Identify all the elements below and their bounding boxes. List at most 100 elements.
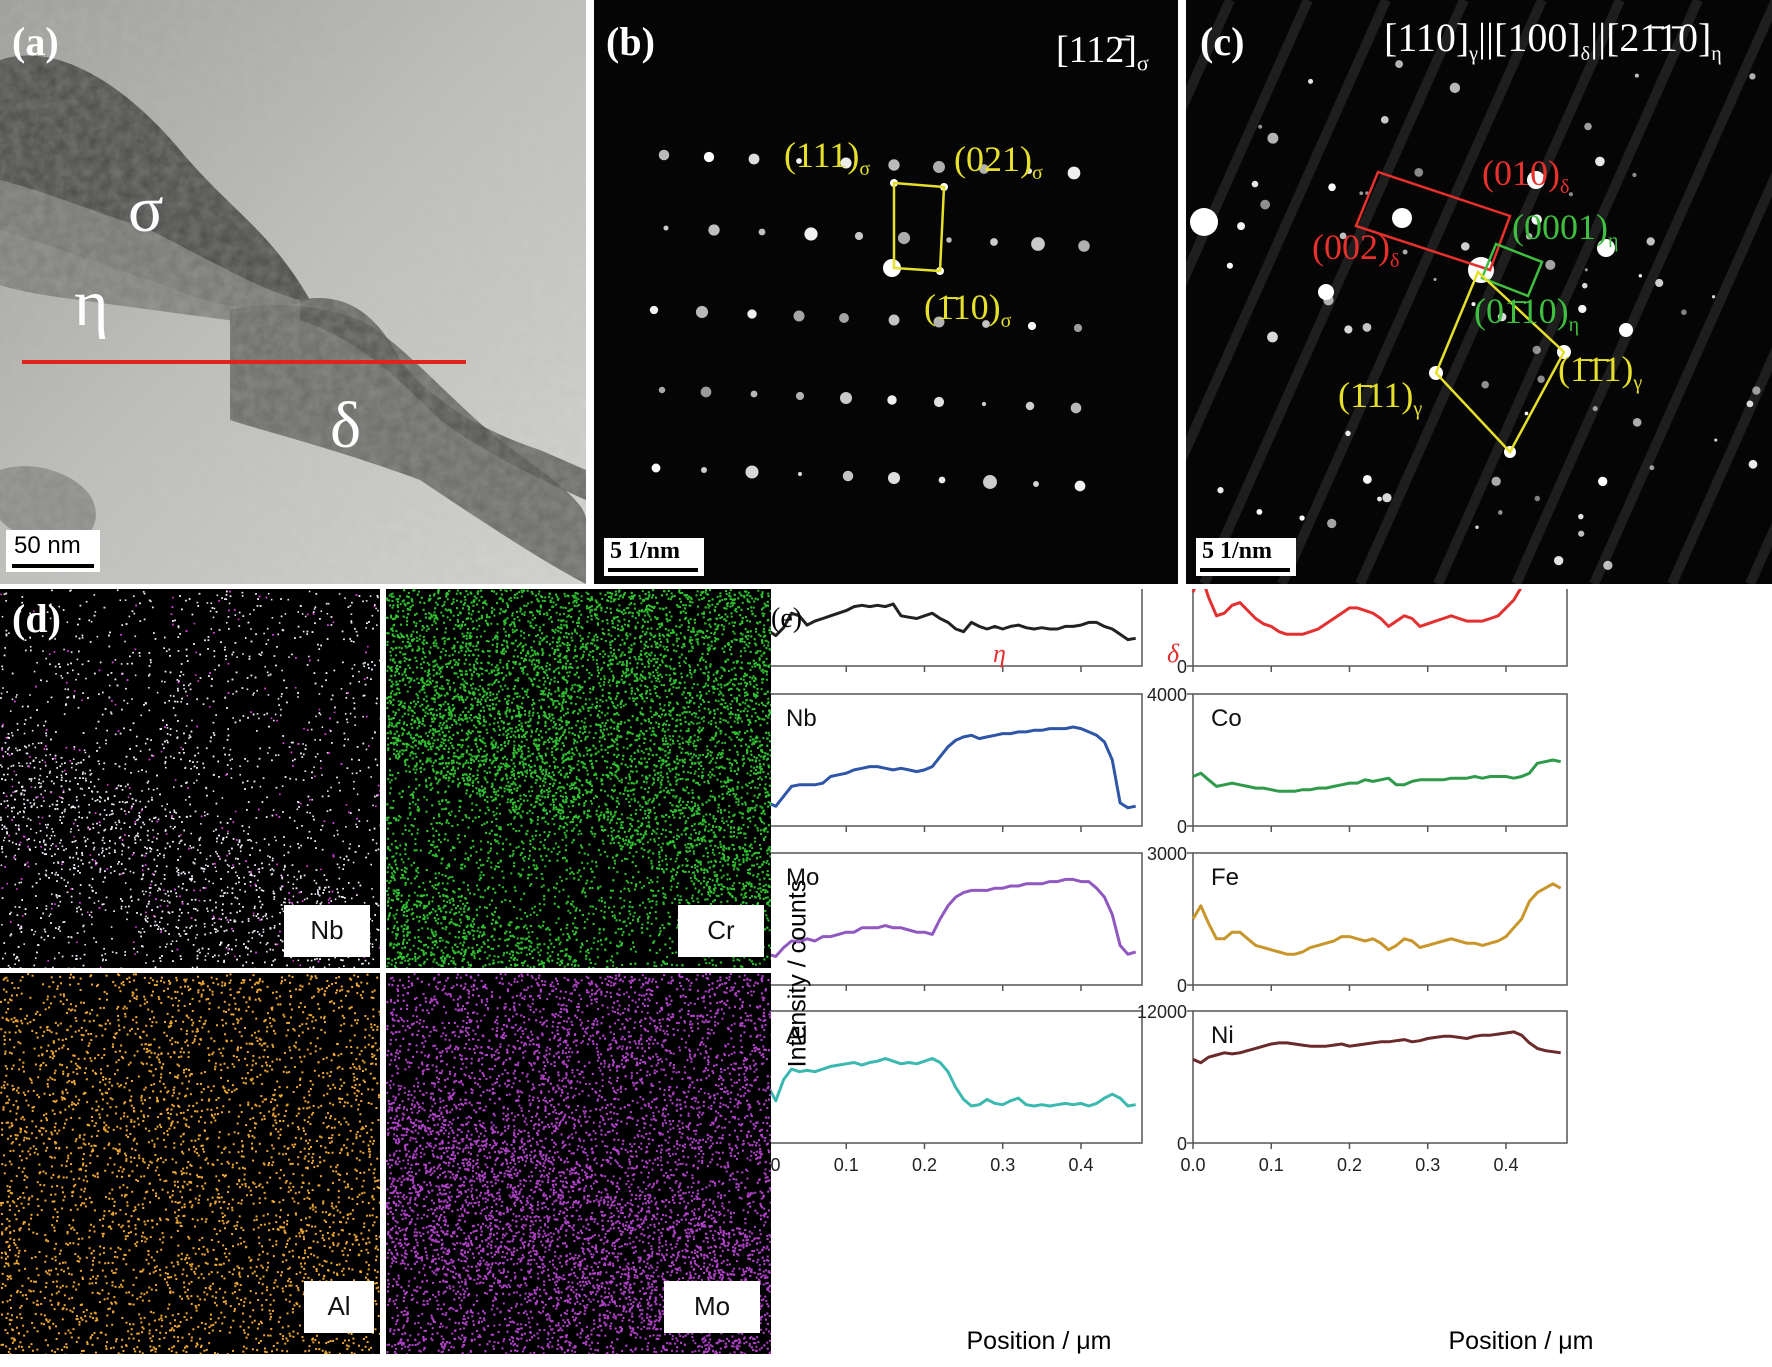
diffraction-spot xyxy=(1578,513,1584,520)
diffraction-spot xyxy=(649,305,659,315)
central-beam xyxy=(883,259,901,277)
profile-plot-fe: 3000 0 Fe xyxy=(1147,844,1568,996)
diffraction-spot xyxy=(1491,476,1501,487)
scalebar-c-label: 5 1/nm xyxy=(1202,538,1272,565)
element-label: Fe xyxy=(1211,864,1239,891)
diffraction-spot xyxy=(854,231,864,241)
eds-map-al: Al xyxy=(0,973,380,1354)
diffraction-spot xyxy=(1481,380,1490,389)
diffraction-spot xyxy=(1433,277,1437,281)
x-tick-label: 0.2 xyxy=(912,1155,937,1175)
zone-eta: [21̄1̄0] xyxy=(1606,15,1711,60)
diffraction-spot xyxy=(1345,430,1351,437)
profile-plot-al: 10000Al xyxy=(771,1010,1143,1149)
spot-0110-sub: η xyxy=(1569,314,1579,336)
panel-b-label: (b) xyxy=(606,18,655,65)
diffraction-spot xyxy=(887,471,901,485)
diffraction-spot xyxy=(1598,476,1608,487)
plot-frame xyxy=(771,852,1143,986)
diffraction-spot xyxy=(1256,508,1263,515)
diffraction-spot xyxy=(1655,278,1664,288)
zone-sep-1: || xyxy=(1478,15,1494,60)
diffraction-spot xyxy=(1475,525,1479,529)
diffraction-spot xyxy=(990,238,998,246)
spot-110-text: (1̄10) xyxy=(924,287,1001,327)
diffraction-spot xyxy=(1414,168,1424,177)
y-tick-label: 4000 xyxy=(1147,685,1187,705)
diffraction-spot xyxy=(1362,323,1372,332)
diffraction-spot xyxy=(708,224,720,236)
zone-sep-2: || xyxy=(1590,15,1606,60)
eds-map-cr-image xyxy=(386,589,771,968)
diffraction-spot xyxy=(1534,495,1540,502)
diffraction-spot xyxy=(797,471,803,477)
diffraction-spot xyxy=(1581,282,1588,289)
element-label: Nb xyxy=(786,705,817,732)
line-profile-charts: 10000Ti50000Cr40000Nb40000Co30000Mo30000… xyxy=(771,589,1568,1175)
spot-110-sub: σ xyxy=(1001,310,1012,332)
diffraction-streak xyxy=(1589,171,1772,584)
diffraction-spot xyxy=(1033,481,1039,487)
profile-plot-co: 4000 0 Co xyxy=(1147,685,1568,837)
spot-010-sub: δ xyxy=(1560,176,1569,198)
diffraction-spot xyxy=(793,310,805,322)
diffraction-spot xyxy=(1554,555,1564,566)
diffraction-spot xyxy=(1749,73,1756,80)
diffraction-spot xyxy=(1449,82,1461,94)
panel-a-tem-image: (a) σ η δ 50 nm xyxy=(0,0,586,584)
diffraction-spot xyxy=(1299,515,1305,521)
diffraction-spot xyxy=(1632,172,1637,178)
x-tick-label: 0.3 xyxy=(1415,1155,1440,1175)
diffraction-spot xyxy=(700,466,708,474)
bright-spot xyxy=(1597,239,1615,257)
diffraction-spot xyxy=(658,386,666,394)
x-tick-label: 0.0 xyxy=(1180,1155,1205,1175)
diffraction-spot xyxy=(842,470,854,482)
y-tick-label: 3000 xyxy=(1147,844,1187,864)
spot-021-sub: σ xyxy=(1032,162,1043,184)
profile-line-ti xyxy=(771,602,1136,642)
diffraction-spot xyxy=(1380,115,1389,124)
spot-111bar-gamma: (1̄11)γ xyxy=(1338,374,1422,421)
diffraction-spot xyxy=(1344,325,1353,334)
eds-map-nb: (d) Nb xyxy=(0,589,380,968)
diffraction-spot xyxy=(1078,240,1090,252)
bright-spot xyxy=(1392,208,1412,228)
spot-002-delta: (002)δ xyxy=(1312,226,1399,273)
panel-c-label: (c) xyxy=(1200,18,1244,65)
diffraction-spot xyxy=(1578,304,1587,314)
diffraction-spot xyxy=(747,309,757,319)
diffraction-streak xyxy=(1277,0,1547,584)
bright-spot xyxy=(1318,284,1334,300)
plot-frame xyxy=(1192,589,1568,667)
diffraction-spot xyxy=(888,159,900,171)
zone-eta-sub: η xyxy=(1711,43,1721,65)
y-tick-label: 0 xyxy=(1177,657,1187,677)
diffraction-spot xyxy=(748,153,760,165)
diffraction-spot xyxy=(1237,222,1246,231)
diffraction-spot xyxy=(1752,386,1761,395)
spot-111-sub: σ xyxy=(859,158,870,180)
diffraction-spot xyxy=(1025,167,1033,175)
diffraction-spot xyxy=(1395,60,1404,68)
x-tick-label: 0.4 xyxy=(1068,1155,1093,1175)
diffraction-streak xyxy=(1433,0,1703,584)
diffraction-spot xyxy=(1382,493,1392,503)
zone-axis-text: [112̄] xyxy=(1056,29,1137,71)
diffraction-spot xyxy=(1362,474,1372,484)
diffraction-spot xyxy=(1461,242,1470,251)
spot-0110-eta: (01̄10)η xyxy=(1474,290,1579,337)
diffraction-spot xyxy=(804,227,818,241)
scalebar-b-label: 5 1/nm xyxy=(610,538,680,565)
diffraction-spot xyxy=(979,164,989,174)
diffraction-spot xyxy=(1537,375,1545,383)
diffraction-spot xyxy=(946,237,952,243)
spot-002-text: (002) xyxy=(1312,227,1390,267)
diffraction-spot xyxy=(1251,180,1259,188)
diffraction-spot xyxy=(1267,331,1278,343)
diffraction-spot xyxy=(1649,465,1655,471)
profile-line-nb xyxy=(771,725,1137,810)
diffraction-streak xyxy=(1511,0,1772,584)
diffraction-spot xyxy=(933,396,945,408)
x-axis-label-left: Position / μm xyxy=(909,1327,1169,1356)
